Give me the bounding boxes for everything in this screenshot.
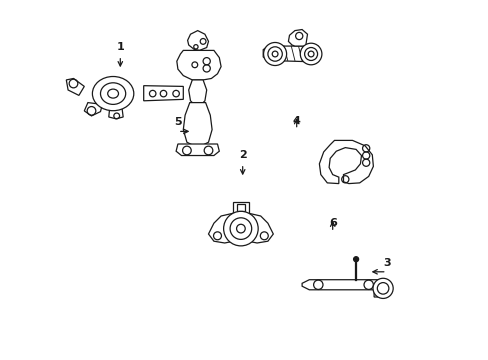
Circle shape: [223, 211, 258, 246]
Circle shape: [300, 43, 321, 65]
Text: 3: 3: [382, 258, 390, 268]
Polygon shape: [232, 202, 248, 213]
Polygon shape: [188, 80, 206, 104]
Polygon shape: [183, 103, 212, 146]
Polygon shape: [143, 86, 183, 101]
Text: 2: 2: [238, 150, 246, 160]
Polygon shape: [288, 30, 307, 46]
Polygon shape: [66, 78, 84, 95]
Circle shape: [372, 278, 392, 298]
Polygon shape: [176, 144, 219, 156]
Polygon shape: [84, 103, 102, 116]
Circle shape: [263, 42, 286, 66]
Polygon shape: [208, 213, 273, 243]
Text: 5: 5: [174, 117, 182, 127]
Polygon shape: [177, 50, 221, 80]
Text: 4: 4: [292, 116, 300, 126]
Polygon shape: [187, 31, 208, 50]
Polygon shape: [263, 46, 318, 62]
Polygon shape: [302, 280, 382, 297]
Text: 6: 6: [328, 218, 336, 228]
Circle shape: [353, 257, 358, 262]
Text: 1: 1: [116, 42, 124, 52]
Polygon shape: [108, 109, 123, 119]
Polygon shape: [319, 140, 373, 184]
Ellipse shape: [92, 77, 134, 111]
